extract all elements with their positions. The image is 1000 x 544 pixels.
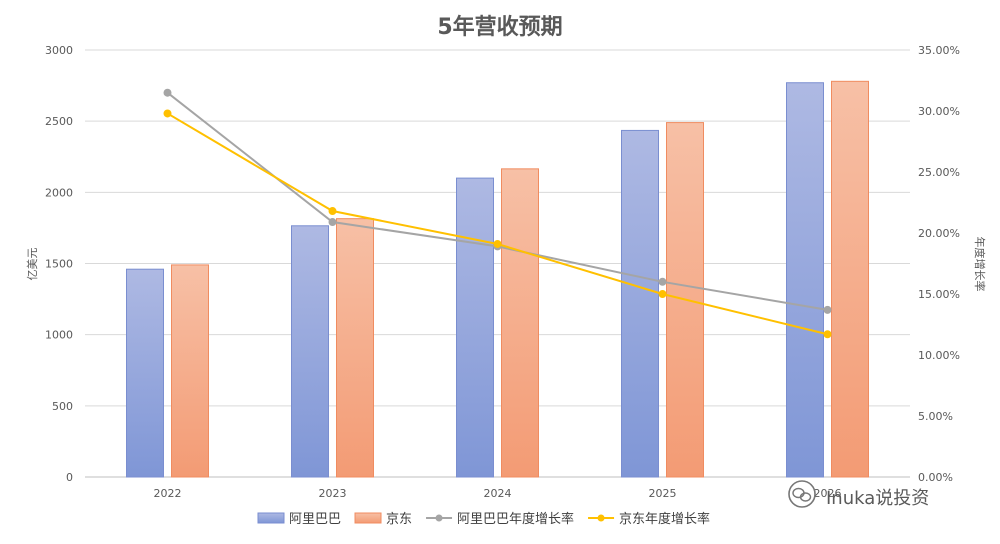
x-tick-label: 2024 xyxy=(484,487,512,500)
x-tick-label: 2022 xyxy=(154,487,182,500)
wechat-icon xyxy=(788,480,816,508)
y-tick-label: 1000 xyxy=(45,329,73,342)
y-tick-label: 2500 xyxy=(45,115,73,128)
y-tick-label: 1500 xyxy=(45,258,73,271)
bar xyxy=(621,129,659,478)
y-tick-label: 0 xyxy=(66,471,73,484)
y2-axis-title: 年度增长率 xyxy=(973,237,987,292)
line-point xyxy=(658,277,667,286)
line-point xyxy=(823,330,832,339)
y-axis-title: 亿美元 xyxy=(26,248,39,281)
series-line xyxy=(166,112,828,336)
y-tick-label: 3000 xyxy=(45,44,73,57)
tick-labels: 0 500 1000 1500 2000 2500 3000 0.00% 5.00% 10.00%… xyxy=(45,44,960,500)
legend-label: 京东年度增长率 xyxy=(619,511,710,527)
y2-tick-label: 15.00% xyxy=(918,288,960,301)
line-point xyxy=(163,88,172,97)
y2-tick-label: 30.00% xyxy=(918,105,960,118)
legend-label: 京东 xyxy=(386,512,412,527)
line-point xyxy=(328,207,337,216)
bar xyxy=(456,177,494,478)
bar xyxy=(831,80,869,478)
legend-label: 阿里巴巴 xyxy=(289,512,341,527)
bar xyxy=(501,168,539,478)
lines xyxy=(163,88,832,339)
line-point xyxy=(823,305,832,314)
watermark-text: Inuka说投资 xyxy=(826,488,929,509)
y-tick-label: 500 xyxy=(52,400,73,413)
bar xyxy=(126,268,164,478)
line-point xyxy=(493,239,502,248)
x-tick-label: 2025 xyxy=(649,487,677,500)
bar xyxy=(171,264,209,478)
line-point xyxy=(328,218,337,227)
bar xyxy=(336,218,374,478)
bars xyxy=(126,80,869,478)
y2-tick-label: 5.00% xyxy=(918,410,953,423)
legend-swatch xyxy=(354,512,382,524)
line-point xyxy=(163,109,172,118)
gridlines xyxy=(85,49,910,478)
y2-tick-label: 20.00% xyxy=(918,227,960,240)
legend-label: 阿里巴巴年度增长率 xyxy=(457,511,574,527)
watermark: Inuka说投资 xyxy=(788,480,929,509)
x-tick-label: 2023 xyxy=(319,487,347,500)
bar xyxy=(786,82,824,478)
y2-tick-label: 25.00% xyxy=(918,166,960,179)
bar xyxy=(291,225,329,478)
chart-title: 5年营收预期 xyxy=(437,14,562,40)
legend: 阿里巴巴 京东 阿里巴巴年度增长率 京东年度增长率 xyxy=(257,511,710,527)
y2-tick-label: 35.00% xyxy=(918,44,960,57)
y2-tick-label: 0.00% xyxy=(918,471,953,484)
legend-swatch xyxy=(257,512,285,524)
series-line xyxy=(166,91,828,311)
y-tick-label: 2000 xyxy=(45,186,73,199)
legend-marker xyxy=(597,514,605,522)
y2-tick-label: 10.00% xyxy=(918,349,960,362)
legend-marker xyxy=(435,514,443,522)
x-tick-label: 2026 xyxy=(814,487,842,500)
line-point xyxy=(658,290,667,298)
